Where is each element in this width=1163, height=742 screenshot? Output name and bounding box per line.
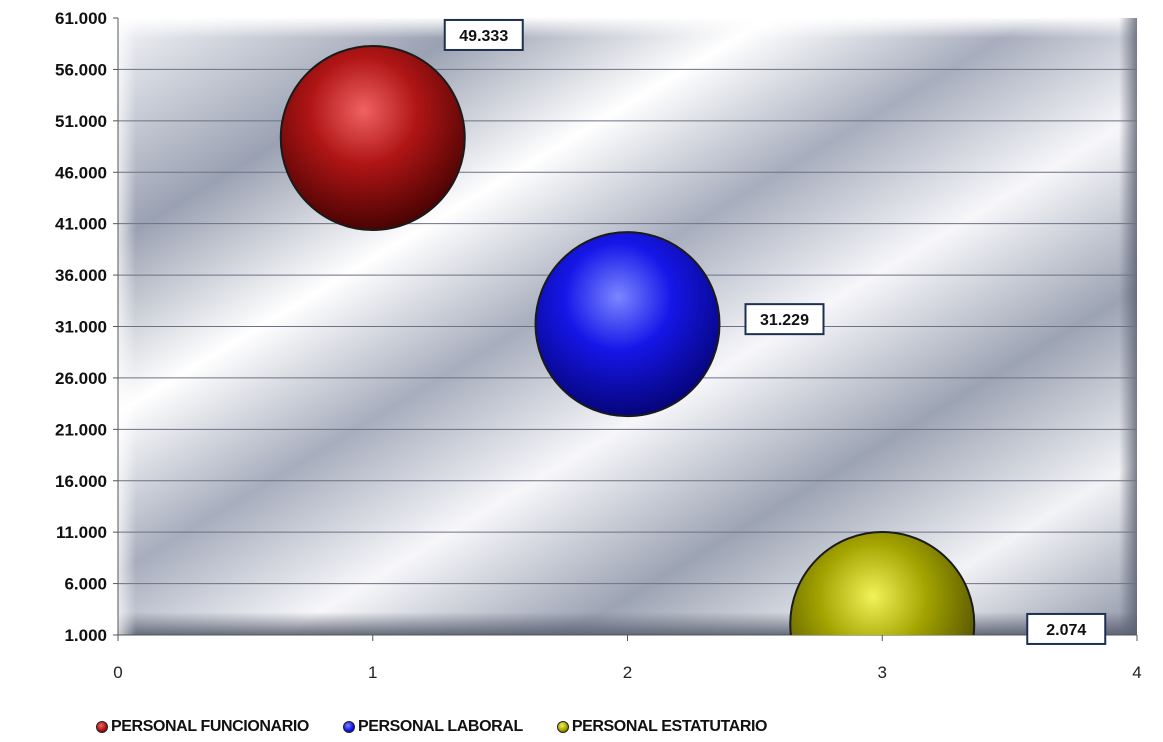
y-tick-label: 41.000 bbox=[55, 215, 107, 234]
legend-item-funcionario[interactable]: PERSONAL FUNCIONARIO bbox=[96, 718, 309, 736]
data-label-1: 49.333 bbox=[459, 28, 508, 45]
legend-item-laboral[interactable]: PERSONAL LABORAL bbox=[342, 718, 523, 736]
x-tick-label: 2 bbox=[623, 663, 632, 682]
plot-bevel-top bbox=[118, 18, 1137, 38]
legend-item-estatutario[interactable]: PERSONAL ESTATUTARIO bbox=[556, 718, 768, 736]
y-tick-label: 51.000 bbox=[55, 112, 107, 131]
plot-bevel-bottom bbox=[118, 612, 1137, 635]
legend-marker-estatutario bbox=[556, 721, 569, 733]
y-tick-label: 21.000 bbox=[55, 420, 107, 439]
legend-marker-laboral bbox=[342, 721, 355, 733]
data-label-box bbox=[443, 18, 524, 51]
legend-marker-funcionario bbox=[96, 721, 108, 733]
legend: PERSONAL FUNCIONARIO PERSONAL LABORAL PE… bbox=[96, 718, 768, 736]
y-tick-label: 56.000 bbox=[55, 60, 107, 79]
x-axis-ticks: 0 1 2 3 4 bbox=[113, 663, 1141, 682]
y-tick-label: 6.000 bbox=[64, 575, 107, 594]
data-label-box bbox=[1026, 612, 1107, 645]
y-tick-label: 36.000 bbox=[55, 266, 107, 285]
legend-label-funcionario: PERSONAL FUNCIONARIO bbox=[111, 718, 309, 735]
x-tick-label: 1 bbox=[368, 663, 377, 682]
x-tick-label: 3 bbox=[878, 663, 887, 682]
y-tick-label: 1.000 bbox=[64, 626, 107, 645]
y-tick-label: 26.000 bbox=[55, 369, 107, 388]
gridlines bbox=[118, 68, 1137, 585]
legend-label-laboral: PERSONAL LABORAL bbox=[357, 718, 523, 735]
data-label-2: 31.229 bbox=[760, 312, 809, 329]
legend-label-estatutario: PERSONAL ESTATUTARIO bbox=[571, 718, 768, 735]
y-axis-ticks: 61.000 56.000 51.000 46.000 41.000 36.000 31.0… bbox=[55, 9, 107, 645]
bubble-1[interactable] bbox=[279, 44, 466, 231]
x-tick-label: 4 bbox=[1132, 663, 1141, 682]
data-label-3: 2.074 bbox=[1046, 622, 1086, 639]
data-labels: 49.333 31.229 2.074 bbox=[443, 18, 1107, 645]
y-tick-label: 46.000 bbox=[55, 163, 107, 182]
bubble-2[interactable] bbox=[534, 231, 721, 418]
y-tick-label: 31.000 bbox=[55, 318, 107, 337]
data-label-box bbox=[744, 303, 825, 336]
bubbles bbox=[279, 44, 976, 716]
bubble-3[interactable] bbox=[789, 530, 976, 716]
x-tick-label: 0 bbox=[113, 663, 122, 682]
y-tick-label: 11.000 bbox=[56, 523, 107, 542]
y-tick-label: 16.000 bbox=[55, 472, 107, 491]
y-tick-label: 61.000 bbox=[55, 9, 107, 28]
